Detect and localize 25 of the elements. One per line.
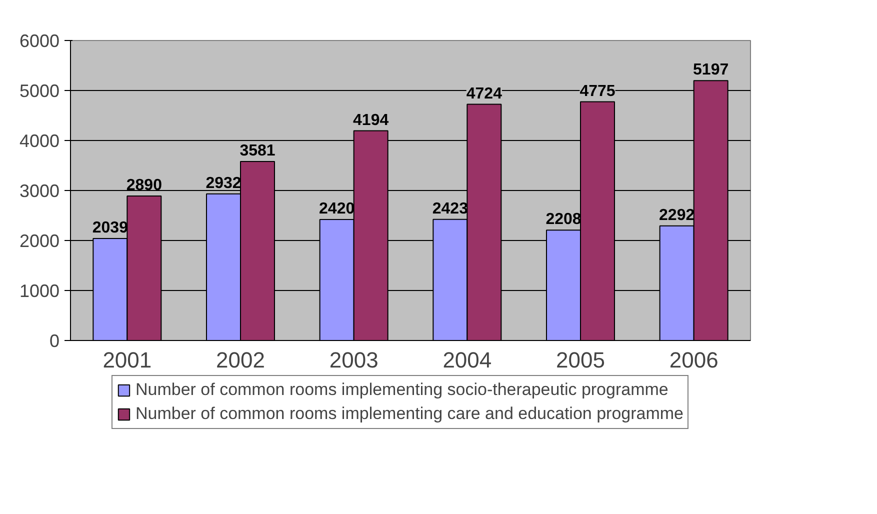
x-tick-label: 2005: [556, 348, 605, 372]
data-label: 5197: [693, 62, 729, 79]
data-label: 2932: [206, 174, 242, 192]
x-tick-label: 2003: [329, 348, 378, 372]
data-label: 2420: [319, 200, 355, 218]
data-label: 4775: [580, 82, 616, 100]
data-label: 4194: [353, 112, 389, 129]
data-label: 4724: [466, 85, 502, 102]
y-tick-label: 5000: [19, 81, 60, 101]
data-label: 2292: [659, 206, 695, 224]
data-label: 2890: [126, 177, 162, 194]
legend-label: Number of common rooms implementing socio-therapeutic programme: [135, 380, 668, 400]
y-tick-label: 1000: [19, 281, 60, 301]
x-tick-label: 2002: [216, 348, 265, 372]
x-tick-label: 2004: [442, 348, 492, 372]
legend-label: Number of common rooms implementing care and education programme: [135, 404, 684, 424]
y-tick-label: 0: [49, 331, 60, 351]
y-tick-label: 2000: [19, 231, 60, 251]
y-tick-label: 3000: [19, 181, 60, 201]
y-tick-label: 6000: [19, 31, 60, 51]
data-label: 2208: [546, 211, 582, 228]
data-label: 3581: [240, 142, 276, 160]
y-tick-label: 4000: [19, 131, 60, 151]
x-tick-label: 2006: [669, 348, 718, 372]
x-tick-label: 2001: [102, 348, 152, 372]
